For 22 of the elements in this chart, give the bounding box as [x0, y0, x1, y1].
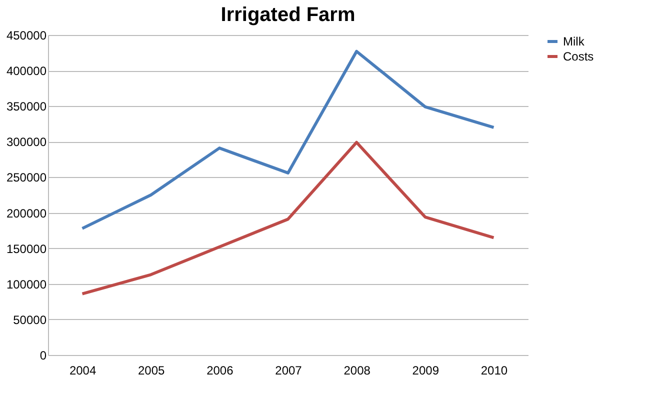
x-tick-label: 2010	[480, 364, 508, 378]
line-series	[80, 140, 496, 296]
x-tick-label: 2008	[344, 364, 371, 378]
y-tick-label: 300000	[6, 135, 47, 150]
y-tick-label: 450000	[6, 28, 47, 42]
y-tick-label: 50000	[13, 312, 47, 327]
y-tick-label: 0	[40, 348, 47, 362]
line-series	[80, 50, 496, 230]
chart-title: Irrigated Farm	[220, 4, 356, 26]
y-tick-label: 350000	[6, 100, 47, 114]
legend-label: Costs	[563, 50, 594, 64]
y-tick-label: 150000	[6, 242, 47, 256]
y-tick-label: 400000	[6, 64, 47, 78]
x-tick-label: 2006	[206, 364, 234, 378]
x-tick-label: 2009	[412, 364, 440, 378]
x-tick-label: 2007	[275, 364, 302, 378]
y-tick-label: 250000	[6, 170, 47, 185]
legend-label: Milk	[563, 34, 586, 48]
x-tick-label: 2004	[69, 364, 96, 378]
x-tick-label: 2005	[138, 364, 166, 378]
y-tick-label: 200000	[6, 206, 47, 220]
y-tick-label: 100000	[6, 277, 47, 292]
